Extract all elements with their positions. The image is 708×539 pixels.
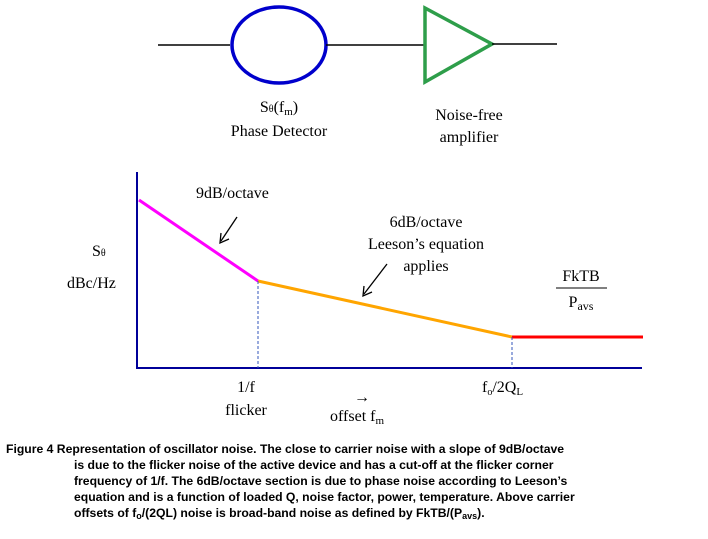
phase-detector-label: Phase Detector xyxy=(231,123,328,140)
caption-line: equation and is a function of loaded Q, … xyxy=(74,490,575,504)
flicker-segment xyxy=(138,198,259,283)
slope-9db-arrow-shaft xyxy=(220,216,238,242)
amplifier-label-line2: amplifier xyxy=(440,129,499,146)
y-axis-symbol: Sθ xyxy=(92,243,106,260)
leeson-segment xyxy=(257,279,513,339)
leeson-label-line2: applies xyxy=(403,258,448,275)
flicker-frequency-label: 1/f xyxy=(237,379,255,396)
caption-line: frequency of 1/f. The 6dB/octave section… xyxy=(74,474,568,488)
leeson-arrow-head xyxy=(362,285,373,298)
y-axis-unit: dBc/Hz xyxy=(67,275,116,292)
caption-line: offsets of fo/(2QL) noise is broad-band … xyxy=(74,506,485,521)
fktb-numerator: FkTB xyxy=(562,268,599,285)
caption-line: Figure 4 Representation of oscillator no… xyxy=(6,442,565,456)
corner-frequency-label: fo/2QL xyxy=(482,379,523,398)
offset-label: offset fm xyxy=(330,408,384,427)
flicker-word-label: flicker xyxy=(225,402,267,419)
pavs-denominator: Pavs xyxy=(569,294,594,313)
amplifier-triangle xyxy=(423,5,496,86)
slope-6db-label: 6dB/octave xyxy=(390,214,463,231)
leeson-arrow-shaft xyxy=(363,263,388,295)
slope-9db-arrow-head xyxy=(219,232,230,245)
offset-arrow: → xyxy=(354,389,370,406)
leeson-label-line1: Leeson’s equation xyxy=(368,236,484,253)
slope-9db-label: 9dB/octave xyxy=(196,185,269,202)
phase-detector-circle xyxy=(230,5,328,85)
figure-caption: Figure 4 Representation of oscillator no… xyxy=(6,441,702,524)
oscillator-noise-diagram: Sθ(fm) Phase Detector Noise-free amplifi… xyxy=(67,5,643,427)
amplifier-label-line1: Noise-free xyxy=(435,107,503,124)
phase-detector-symbol: Sθ(fm) xyxy=(260,99,298,118)
caption-line: is due to the flicker noise of the activ… xyxy=(74,458,554,472)
